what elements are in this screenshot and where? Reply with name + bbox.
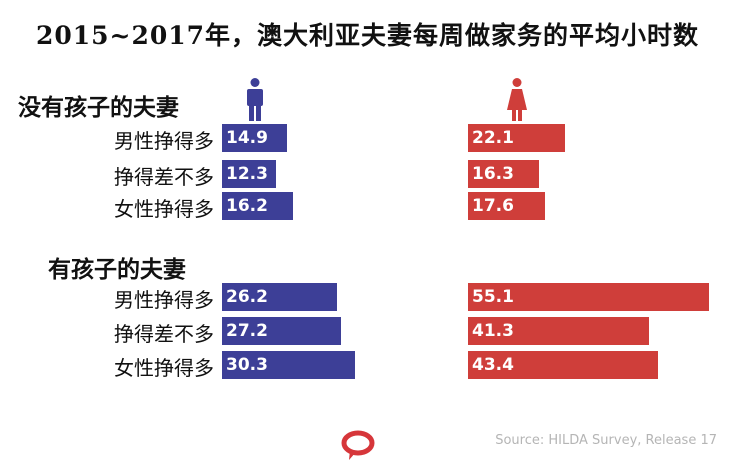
men-bar [222,317,341,345]
men-value-label: 12.3 [226,164,268,184]
men-bar [222,351,355,379]
category-label: 女性挣得多 [114,197,214,221]
women-value-label: 55.1 [472,287,514,307]
woman-icon [507,78,527,121]
category-label: 挣得差不多 [114,165,214,189]
women-value-label: 17.6 [472,196,514,216]
men-value-label: 27.2 [226,321,268,341]
women-value-label: 22.1 [472,128,514,148]
men-value-label: 14.9 [226,128,268,148]
men-value-label: 16.2 [226,196,268,216]
man-icon [247,78,263,121]
category-label: 男性挣得多 [114,288,214,312]
men-bar [222,160,276,188]
men-value-label: 26.2 [226,287,268,307]
women-value-label: 16.3 [472,164,514,184]
men-bar [222,192,293,220]
women-value-label: 43.4 [472,355,514,375]
women-bar [468,317,649,345]
women-bar [468,124,565,152]
women-value-label: 41.3 [472,321,514,341]
category-label: 男性挣得多 [114,129,214,153]
women-bar [468,351,658,379]
group-title: 有孩子的夫妻 [48,256,186,283]
category-label: 挣得差不多 [114,322,214,346]
women-bar [468,283,709,311]
speech-bubble-icon [341,430,375,460]
group-title: 没有孩子的夫妻 [18,94,179,121]
category-label: 女性挣得多 [114,356,214,380]
source-note: Source: HILDA Survey, Release 17 [495,433,717,448]
men-value-label: 30.3 [226,355,268,375]
men-bar [222,124,287,152]
women-bar [468,160,539,188]
chart-title: 2015~2017年，澳大利亚夫妻每周做家务的平均小时数 [35,21,700,50]
women-bar [468,192,545,220]
men-bar [222,283,337,311]
